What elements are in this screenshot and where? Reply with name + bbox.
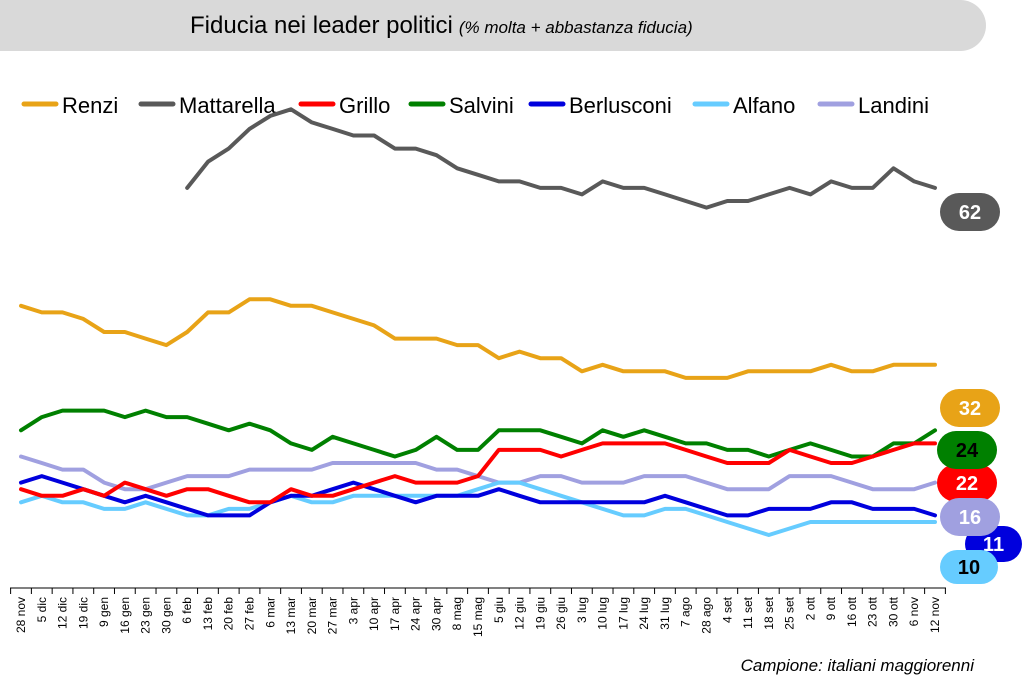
x-tick-label: 9 gen	[97, 597, 111, 627]
x-tick-label: 30 ott	[886, 596, 900, 627]
series-line-grillo	[19, 441, 937, 505]
x-tick-label: 17 apr	[388, 597, 402, 631]
x-tick-label: 25 set	[783, 596, 797, 629]
end-pill-renzi	[940, 389, 1000, 427]
x-tick-label: 16 ott	[845, 596, 859, 627]
end-pill-alfano	[940, 550, 998, 584]
x-tick-label: 28 nov	[14, 597, 28, 633]
legend-label-grillo: Grillo	[339, 93, 390, 118]
x-tick-label: 18 set	[762, 596, 776, 629]
x-tick-label: 24 lug	[637, 597, 651, 630]
legend-label-berlusconi: Berlusconi	[569, 93, 672, 118]
x-tick-label: 12 nov	[928, 597, 942, 633]
series-line-alfano	[19, 480, 937, 537]
x-tick-label: 4 set	[720, 596, 734, 623]
x-tick-label: 10 apr	[367, 597, 381, 631]
x-tick-label: 23 ott	[866, 596, 880, 627]
end-label-landini: 16	[959, 507, 981, 529]
series-line-landini	[19, 454, 937, 492]
x-tick-label: 8 mag	[450, 597, 464, 630]
x-tick-label: 24 apr	[409, 597, 423, 631]
sample-note: Campione: italiani maggiorenni	[740, 656, 974, 675]
end-label-alfano: 10	[958, 557, 980, 579]
x-tick-label: 19 giu	[533, 597, 547, 630]
end-label-renzi: 32	[959, 398, 981, 420]
x-tick-label: 16 gen	[118, 597, 132, 634]
legend-label-alfano: Alfano	[733, 93, 795, 118]
x-tick-label: 12 giu	[513, 597, 527, 630]
legend-label-renzi: Renzi	[62, 93, 118, 118]
x-tick-label: 13 feb	[201, 597, 215, 631]
end-label-mattarella: 62	[959, 202, 981, 224]
x-tick-label: 31 lug	[658, 597, 672, 630]
end-pill-grillo	[937, 464, 997, 502]
x-tick-label: 19 dic	[76, 597, 90, 629]
x-tick-label: 27 feb	[243, 597, 257, 631]
chart-title-main: Fiducia nei leader politici	[190, 12, 453, 39]
series-lines	[19, 107, 937, 537]
x-tick-label: 13 mar	[284, 597, 298, 634]
x-tick-label: 20 feb	[222, 597, 236, 631]
x-tick-label: 5 giu	[492, 597, 506, 623]
series-line-mattarella	[185, 107, 937, 210]
x-tick-label: 10 lug	[596, 597, 610, 630]
x-tick-label: 6 nov	[907, 597, 921, 626]
x-tick-label: 7 ago	[679, 597, 693, 627]
end-label-berlusconi: 11	[983, 534, 1004, 556]
x-tick-label: 9 ott	[824, 596, 838, 620]
title-bar	[0, 0, 986, 51]
x-tick-label: 23 gen	[139, 597, 153, 634]
x-tick-label: 2 ott	[803, 596, 817, 620]
x-tick-label: 6 feb	[180, 597, 194, 624]
x-tick-label: 3 lug	[575, 597, 589, 623]
x-tick-label: 5 dic	[35, 597, 49, 622]
x-tick-label: 28 ago	[700, 597, 714, 634]
series-line-berlusconi	[19, 474, 937, 518]
chart-subtitle: (% molta + abbastanza fiducia)	[458, 18, 693, 37]
x-tick-label: 12 dic	[56, 597, 70, 629]
legend: Renzi Mattarella Grillo Salvini Berlusconi Al…	[21, 93, 929, 118]
end-pill-landini	[940, 498, 1000, 536]
end-pill-mattarella	[940, 193, 1000, 231]
legend-label-landini: Landini	[858, 93, 929, 118]
end-label-grillo: 22	[956, 473, 978, 495]
end-pill-salvini	[937, 431, 997, 469]
x-tick-label: 26 giu	[554, 597, 568, 630]
x-tick-label: 30 gen	[159, 597, 173, 634]
x-tick-label: 17 lug	[616, 597, 630, 630]
x-axis: 28 nov 5 dic 12 dic 19 dic 9 gen 16 gen 23 gen…	[10, 587, 946, 637]
x-tick-label: 6 mar	[263, 597, 277, 628]
chart-title: Fiducia nei leader politici (% molta + ab…	[190, 12, 693, 40]
end-label-salvini: 24	[956, 440, 979, 462]
series-line-renzi	[19, 297, 937, 380]
x-tick-label: 11 set	[741, 596, 755, 628]
x-tick-label: 15 mag	[471, 597, 485, 637]
series-line-salvini	[19, 408, 937, 459]
x-tick-label: 3 apr	[346, 597, 360, 624]
x-tick-label: 30 apr	[429, 597, 443, 631]
x-tick-label: 20 mar	[305, 597, 319, 634]
legend-label-mattarella: Mattarella	[179, 93, 276, 118]
x-tick-label: 27 mar	[326, 597, 340, 634]
legend-label-salvini: Salvini	[449, 93, 514, 118]
